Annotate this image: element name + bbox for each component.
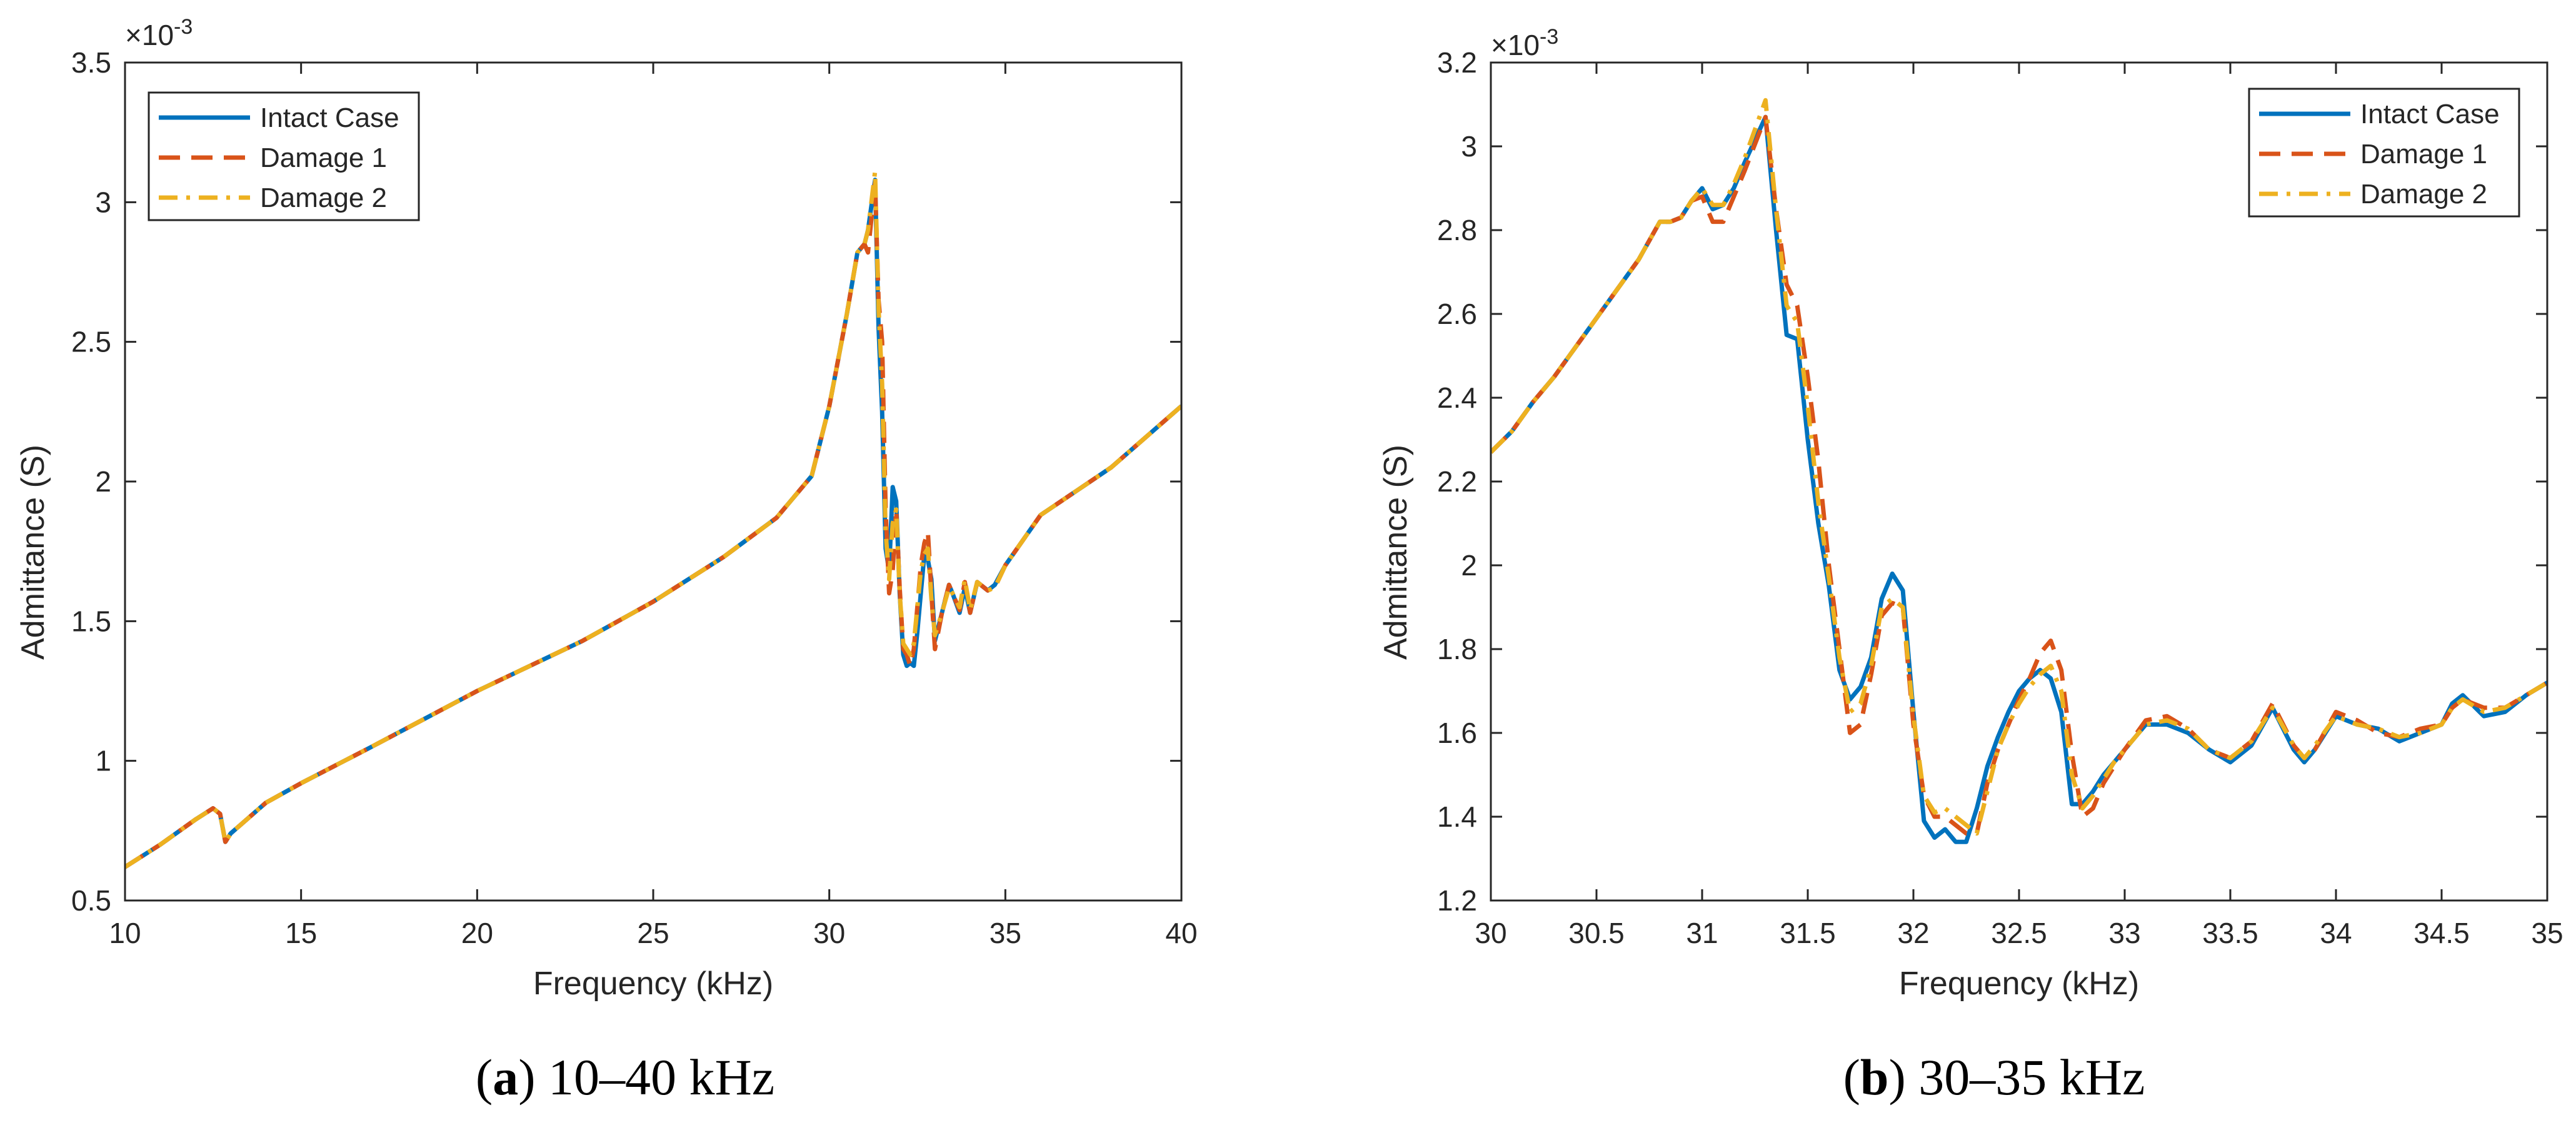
legend-a: Intact Case Damage 1 Damage 2 (148, 91, 420, 221)
series-line-damage-1-a (125, 180, 1181, 869)
x-axis-label-b: Frequency (kHz) (1899, 966, 2139, 1002)
plot-area-b: 30 30.5 31 31.5 32 32.5 33 33.5 34 34.5 351.21.41.… (1437, 46, 2563, 949)
legend-b: Intact Case Damage 1 Damage 2 (2248, 88, 2520, 218)
x-tick-label-b: 31 (1686, 917, 1718, 949)
x-tick-label-b: 32.5 (1991, 917, 2047, 949)
caption-text-a: 10–40 kHz (536, 1049, 775, 1106)
legend-label-damage-2-a: Damage 2 (260, 183, 387, 213)
series-line-intact-case-a (125, 178, 1181, 869)
y-axis-label-a: Admittance (S) (15, 445, 51, 660)
chart-panel-b: 30 30.5 31 31.5 32 32.5 33 33.5 34 34.5 351.21.41.… (1378, 25, 2563, 1106)
y-tick-label-b: 2.4 (1437, 381, 1477, 414)
exponent-label-b: ×10-3 (1491, 25, 1558, 61)
y-tick-label-b: 1.6 (1437, 717, 1477, 749)
legend-label-intact-case-a: Intact Case (260, 103, 399, 133)
y-tick-label-b: 1.8 (1437, 633, 1477, 665)
plot-area-a: 10 15 20 25 30 35 40 0.5 1 1.5 2 2.5 3 3.5 (71, 46, 1198, 949)
exponent-base-b: ×10 (1491, 29, 1540, 61)
y-tick-label-a: 3 (95, 186, 111, 218)
x-tick-label-b: 33 (2108, 917, 2140, 949)
y-tick-label-b: 2.2 (1437, 465, 1477, 498)
y-tick-label-b: 3.2 (1437, 46, 1477, 79)
y-tick-label-b: 1.2 (1437, 884, 1477, 917)
x-tick-label-a: 10 (109, 917, 141, 949)
y-tick-label-a: 1.5 (71, 605, 111, 637)
x-tick-label-b: 34 (2320, 917, 2352, 949)
y-tick-label-a: 3.5 (71, 46, 111, 79)
x-tick-label-b: 34.5 (2413, 917, 2470, 949)
x-tick-label-b: 35 (2531, 917, 2563, 949)
x-tick-label-b: 31.5 (1780, 917, 1836, 949)
legend-label-damage-2-b: Damage 2 (2360, 179, 2487, 209)
x-tick-label-a: 40 (1165, 917, 1197, 949)
x-tick-label-b: 30.5 (1568, 917, 1625, 949)
y-tick-label-b: 2 (1461, 549, 1477, 582)
y-tick-label-b: 1.4 (1437, 800, 1477, 833)
exponent-label-a: ×10-3 (125, 15, 193, 51)
legend-label-damage-1-b: Damage 1 (2360, 139, 2487, 169)
y-axis-label-b: Admittance (S) (1378, 445, 1414, 660)
y-tick-label-a: 2 (95, 465, 111, 498)
y-tick-label-b: 3 (1461, 130, 1477, 163)
x-tick-label-a: 30 (813, 917, 845, 949)
caption-b: (b) 30–35 kHz (1843, 1049, 2145, 1106)
y-tick-label-a: 2.5 (71, 326, 111, 358)
y-tick-label-b: 2.6 (1437, 298, 1477, 330)
series-line-damage-2-b (1491, 98, 2547, 836)
series-line-damage-2-a (125, 169, 1181, 869)
legend-label-intact-case-b: Intact Case (2360, 99, 2500, 129)
legend-label-damage-1-a: Damage 1 (260, 143, 387, 173)
y-tick-label-a: 1 (95, 745, 111, 777)
y-tick-label-a: 0.5 (71, 884, 111, 917)
x-axis-label-a: Frequency (kHz) (533, 966, 773, 1002)
caption-label-b: b (1860, 1049, 1889, 1106)
caption-a: (a) 10–40 kHz (476, 1049, 774, 1106)
exponent-power-a: -3 (174, 15, 193, 39)
x-tick-label-a: 25 (637, 917, 669, 949)
x-tick-label-b: 32 (1897, 917, 1929, 949)
x-tick-label-b: 33.5 (2202, 917, 2258, 949)
exponent-base-a: ×10 (125, 19, 174, 51)
chart-panel-a: 10 15 20 25 30 35 40 0.5 1 1.5 2 2.5 3 3.5 Frequency … (15, 15, 1198, 1106)
x-tick-label-a: 35 (990, 917, 1021, 949)
series-line-damage-1-b (1491, 114, 2547, 836)
y-tick-label-b: 2.8 (1437, 214, 1477, 246)
x-tick-label-a: 15 (285, 917, 317, 949)
caption-label-a: a (493, 1049, 518, 1106)
x-tick-label-a: 20 (461, 917, 493, 949)
caption-text-b: 30–35 kHz (1906, 1049, 2145, 1106)
legend-frame-b (2248, 88, 2520, 218)
x-tick-label-b: 30 (1475, 917, 1506, 949)
exponent-power-b: -3 (1540, 25, 1558, 49)
